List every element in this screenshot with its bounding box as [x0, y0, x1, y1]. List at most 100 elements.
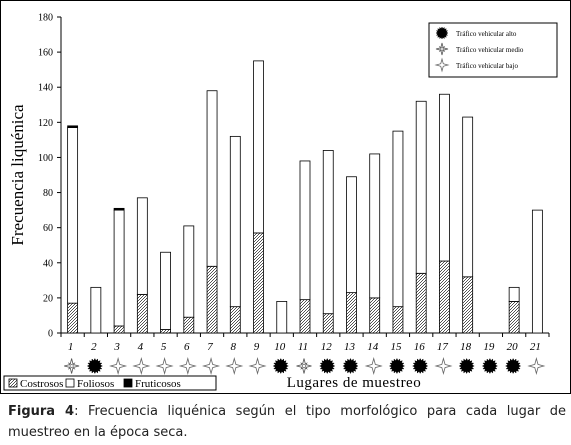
bar-segment-costrosos-7 [206, 265, 218, 334]
bar-segment-foliosos-16 [415, 100, 427, 274]
bar-segment-costrosos-14 [369, 297, 381, 334]
y-tick-label: 160 [38, 48, 53, 59]
y-tick-label: 100 [38, 153, 53, 164]
traffic-alto-icon [319, 357, 336, 375]
legend-alto-label: Tráfico vehicular alto [456, 30, 517, 38]
traffic-legend: Tráfico vehicular alto Tráfico vehicular … [428, 22, 558, 78]
x-tick-label: 14 [367, 341, 379, 353]
x-tick-label: 19 [483, 341, 495, 353]
traffic-alto-icon [272, 357, 289, 375]
bar-segment-foliosos-8 [229, 135, 241, 308]
bar-segment-costrosos-3 [113, 325, 125, 334]
bar-segment-costrosos-9 [253, 232, 264, 334]
bar-segment-costrosos-18 [462, 276, 474, 334]
bar-segment-costrosos-8 [229, 306, 241, 334]
legend-bajo-icon [434, 57, 450, 73]
bar-segment-foliosos-12 [322, 150, 334, 315]
x-tick-label: 17 [437, 341, 449, 353]
y-tick-label: 180 [38, 13, 53, 24]
legend-swatch-fruticosos [123, 378, 133, 388]
bar-segment-foliosos-5 [160, 251, 171, 330]
y-tick-label: 140 [38, 83, 53, 94]
bar-segment-fruticosos-1 [67, 125, 79, 128]
legend-swatch-costrosos [8, 378, 18, 388]
x-tick-label: 21 [530, 341, 541, 353]
bar-segment-fruticosos-3 [113, 207, 125, 211]
legend-medio-icon-inner [438, 45, 446, 53]
traffic-alto-icon [86, 357, 103, 375]
x-tick-label: 6 [184, 341, 190, 353]
x-tick-label: 18 [460, 341, 472, 353]
y-axis-title: Frecuencia liquénica [8, 104, 27, 246]
bar-segment-foliosos-11 [299, 160, 311, 301]
traffic-bajo-icon [202, 356, 221, 376]
x-tick-label: 12 [321, 341, 333, 353]
traffic-bajo-icon [225, 356, 244, 376]
bar-segment-foliosos-20 [508, 286, 520, 302]
traffic-bajo-icon [155, 356, 174, 376]
caption-label: Figura 4 [8, 404, 75, 419]
bar-segment-costrosos-6 [183, 316, 195, 334]
legend-label-foliosos: Foliosos [77, 378, 114, 390]
legend-alto-icon [435, 26, 449, 40]
x-tick-label: 1 [68, 341, 74, 353]
traffic-alto-icon [505, 357, 522, 375]
legend-swatch-foliosos [65, 378, 75, 388]
x-tick-label: 4 [138, 341, 144, 353]
legend-medio-label: Tráfico vehicular medio [456, 46, 524, 54]
traffic-bajo-icon [364, 356, 383, 376]
x-tick-label: 13 [344, 341, 356, 353]
bar-segment-foliosos-15 [392, 130, 404, 308]
series-legend: Costrosos Foliosos Fruticosos [3, 375, 217, 391]
traffic-medio-icon-inner [67, 362, 76, 370]
legend-bajo-label: Tráfico vehicular bajo [456, 62, 518, 70]
traffic-bajo-icon [132, 356, 151, 376]
bar-segment-foliosos-10 [276, 300, 288, 334]
bar-segment-foliosos-18 [462, 116, 474, 278]
x-tick-label: 15 [390, 341, 402, 353]
bar-segment-foliosos-1 [67, 127, 79, 304]
x-tick-label: 8 [231, 341, 237, 353]
traffic-bajo-icon [109, 356, 128, 376]
bar-segment-foliosos-17 [439, 93, 450, 262]
bar-segment-costrosos-11 [299, 299, 311, 334]
x-tick-label: 2 [91, 341, 97, 353]
traffic-alto-icon [458, 357, 475, 375]
traffic-bajo-icon [434, 356, 453, 376]
bar-segment-foliosos-13 [346, 176, 357, 294]
traffic-bajo-icon [248, 356, 267, 376]
y-tick-label: 80 [43, 188, 53, 199]
traffic-bajo-icon [527, 356, 546, 376]
y-tick-label: 40 [43, 258, 53, 269]
bar-segment-costrosos-1 [67, 302, 79, 334]
x-tick-label: 5 [161, 341, 167, 353]
traffic-alto-icon [412, 357, 429, 375]
traffic-alto-icon [481, 357, 498, 375]
x-tick-label: 9 [254, 341, 260, 353]
bar-segment-foliosos-2 [90, 286, 102, 334]
bar-segment-costrosos-4 [136, 293, 148, 334]
x-axis-title: Lugares de muestreo [287, 375, 421, 391]
bar-segment-costrosos-20 [508, 300, 520, 334]
bar-segment-foliosos-4 [136, 197, 148, 295]
y-tick-label: 20 [43, 293, 53, 304]
legend-label-fruticosos: Fruticosos [135, 378, 181, 390]
y-tick-label: 60 [43, 223, 53, 234]
legend-label-costrosos: Costrosos [20, 378, 63, 390]
traffic-bajo-icon [178, 356, 197, 376]
bar-segment-costrosos-15 [392, 306, 404, 334]
bar-segment-costrosos-16 [415, 272, 427, 334]
bar-segment-foliosos-14 [369, 153, 381, 299]
bar-segment-foliosos-3 [113, 209, 125, 327]
bar-segment-costrosos-17 [439, 260, 450, 334]
traffic-legend-box [428, 22, 558, 78]
x-tick-label: 20 [507, 341, 519, 353]
x-tick-label: 11 [298, 341, 308, 353]
figure-caption: Figura 4: Frecuencia liquénica según el … [8, 401, 566, 443]
bar-segment-costrosos-5 [160, 329, 171, 334]
x-tick-label: 3 [113, 341, 120, 353]
y-tick-label: 120 [38, 118, 53, 129]
bar-segment-foliosos-9 [253, 60, 264, 234]
